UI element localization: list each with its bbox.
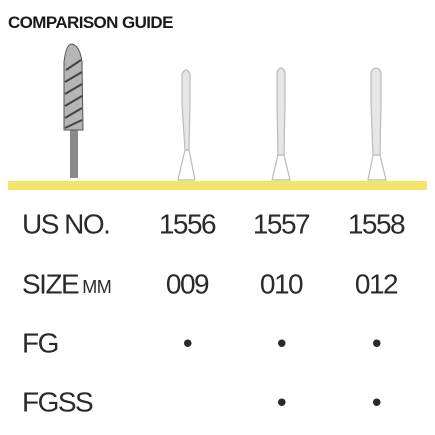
row-label: FG <box>22 327 58 358</box>
table-cell: 1558 <box>348 208 405 239</box>
table: US NO. 1556 1557 1558 SIZE MM 009 010 012 FG • • • FG… <box>22 208 407 417</box>
divider-band <box>8 181 427 190</box>
row-label: SIZE <box>22 268 79 299</box>
table-cell: • <box>372 327 381 358</box>
title: COMPARISON GUIDE <box>8 13 173 32</box>
table-cell: • <box>277 386 286 417</box>
row-label: FGSS <box>22 386 93 417</box>
table-cell: 010 <box>260 268 303 299</box>
table-cell: • <box>372 386 381 417</box>
row-unit: MM <box>82 277 111 297</box>
table-cell: 009 <box>166 268 209 299</box>
table-cell: 012 <box>355 268 398 299</box>
table-cell: 1556 <box>159 208 216 239</box>
table-cell: • <box>183 327 192 358</box>
row-label: US NO. <box>22 208 109 239</box>
bur-outlines <box>177 67 387 181</box>
table-cell: 1557 <box>253 208 310 239</box>
table-cell: • <box>277 327 286 358</box>
bur-photo <box>63 43 84 178</box>
